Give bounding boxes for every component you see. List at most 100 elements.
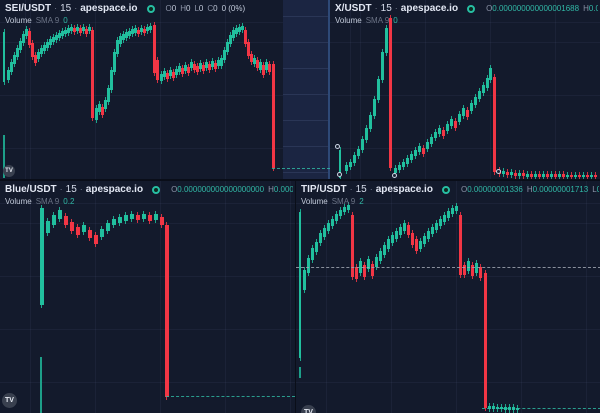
ohlc-value: 0.00000001713 (532, 185, 589, 194)
candle (165, 222, 169, 400)
candle (389, 15, 392, 171)
interval-label[interactable]: 15 (380, 3, 392, 14)
chart-legend: Blue/USDT · 15 · apespace.io O0.00000000… (5, 183, 293, 196)
volume-bar (40, 357, 42, 413)
candle (52, 34, 55, 45)
live-indicator-icon (152, 185, 161, 194)
volume-indicator-label[interactable]: Volume (5, 16, 32, 25)
interval-label[interactable]: 15 (65, 184, 77, 195)
candle (470, 100, 473, 114)
candle (166, 70, 169, 82)
candle (542, 171, 545, 179)
symbol-label[interactable]: SEI/USDT (5, 3, 52, 14)
candle (331, 216, 334, 229)
candle (430, 134, 433, 147)
candle (55, 32, 58, 43)
candle (98, 101, 101, 115)
ohlc-value: 0.00000001336 (467, 185, 523, 194)
candle (58, 30, 61, 41)
volume-value: 2 (359, 197, 364, 206)
volume-legend: Volume SMA 9 0 (335, 15, 398, 26)
chart-pane-x-usdt[interactable]: X/USDT · 15 · apespace.io O0.00000000000… (330, 0, 600, 179)
candle (113, 49, 116, 75)
candle (339, 147, 341, 179)
candle (82, 222, 86, 235)
candle (7, 67, 10, 83)
candlestick-chart-tip[interactable] (296, 181, 600, 413)
sma-label[interactable]: SMA 9 (35, 16, 60, 25)
candle (140, 25, 143, 35)
candle (349, 159, 352, 170)
candle (250, 51, 253, 65)
tradingview-logo-text: TV (304, 409, 313, 413)
candle (447, 208, 450, 221)
candlestick-chart-sei[interactable] (0, 0, 330, 179)
tradingview-logo[interactable]: TV (3, 165, 15, 177)
volume-indicator-label[interactable]: Volume (301, 197, 328, 206)
candle (172, 69, 175, 81)
candle (471, 262, 474, 279)
current-price-line (166, 396, 295, 397)
candle (315, 239, 318, 255)
chart-pane-tip-usdt[interactable]: TIP/USDT · 15 · apespace.io O0.000000013… (295, 181, 600, 413)
candle (502, 168, 505, 177)
sma-label[interactable]: SMA 9 (365, 16, 390, 25)
candle (85, 26, 88, 37)
symbol-label[interactable]: Blue/USDT (5, 184, 57, 195)
candle (484, 270, 487, 411)
candle (414, 147, 417, 159)
candlestick-chart-x[interactable] (330, 0, 600, 179)
interval-label[interactable]: 15 (60, 3, 72, 14)
interval-label[interactable]: 15 (355, 184, 367, 195)
candle (383, 242, 386, 258)
candle (522, 170, 525, 179)
candle (455, 203, 458, 214)
candle (13, 52, 16, 67)
ohlc-value: 0.000000 (597, 185, 599, 194)
ohlc-value: 0.000000000000001688 (492, 4, 580, 13)
chart-pane-sei-usdt[interactable]: SEI/USDT · 15 · apespace.io O0 H0 L0 C0 0 (0… (0, 0, 330, 179)
volume-indicator-label[interactable]: Volume (5, 197, 32, 206)
candle (478, 88, 481, 102)
candle (226, 39, 229, 55)
candle (244, 27, 247, 47)
symbol-label[interactable]: X/USDT (335, 3, 372, 14)
candle (130, 211, 134, 222)
candle (88, 227, 92, 241)
candle (94, 232, 98, 247)
sma-label[interactable]: SMA 9 (331, 197, 356, 206)
symbol-label[interactable]: TIP/USDT (301, 184, 347, 195)
ohlc-label: H (180, 4, 186, 13)
tradingview-logo[interactable]: TV (2, 393, 17, 408)
candle (149, 23, 152, 33)
chart-pane-blue-usdt[interactable]: Blue/USDT · 15 · apespace.io O0.00000000… (0, 181, 295, 413)
sma-label[interactable]: SMA 9 (35, 197, 60, 206)
candle (394, 165, 397, 176)
separator-dot: · (54, 3, 58, 13)
candle (365, 125, 368, 143)
candle (119, 33, 122, 47)
candle (347, 202, 350, 213)
ohlc-label: C (207, 4, 214, 13)
volume-legend: Volume SMA 9 2 (301, 196, 364, 207)
volume-value: 0 (63, 16, 68, 25)
volume-legend: Volume SMA 9 0.2 (5, 196, 74, 207)
exchange-label: apespace.io (85, 184, 144, 195)
candle (19, 38, 22, 53)
tradingview-logo[interactable]: TV (301, 405, 316, 413)
candle (160, 71, 163, 84)
volume-indicator-label[interactable]: Volume (335, 16, 362, 25)
candle (357, 146, 360, 159)
candle (303, 267, 306, 293)
exchange-label: apespace.io (400, 3, 459, 14)
candle (534, 171, 537, 179)
candle (446, 121, 449, 134)
candle (462, 105, 465, 119)
candle (49, 36, 52, 48)
candle (479, 264, 482, 281)
candle (434, 129, 437, 141)
candle (518, 170, 521, 179)
candlestick-chart-blue[interactable] (0, 181, 295, 413)
candle (131, 26, 134, 37)
